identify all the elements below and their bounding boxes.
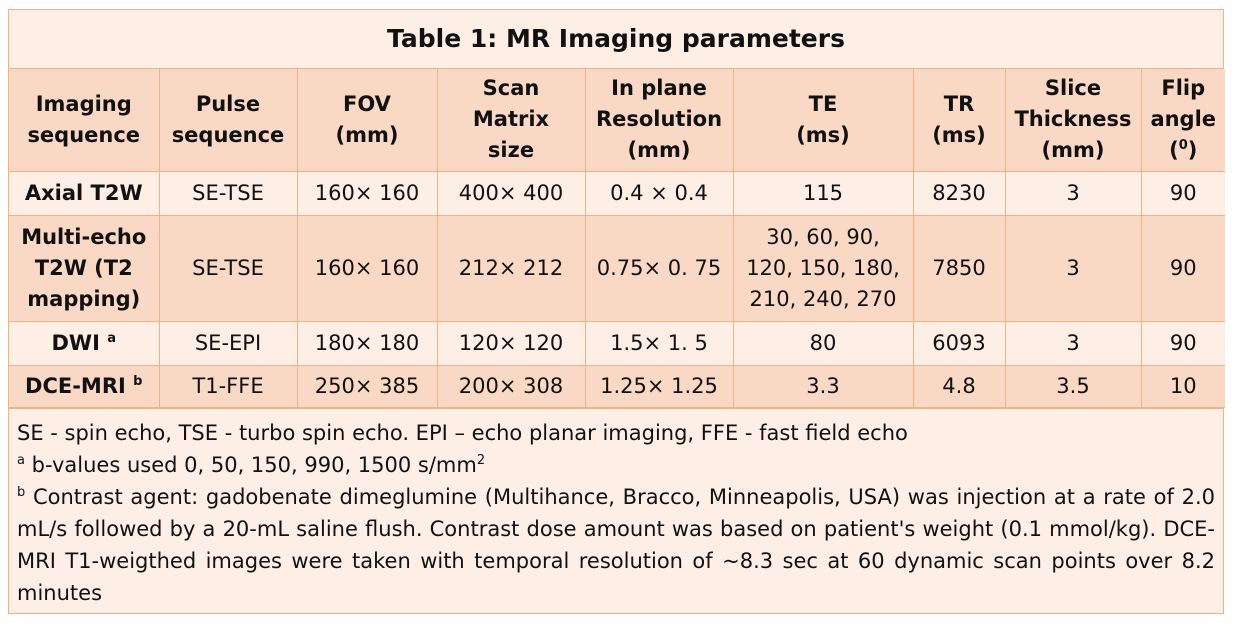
table-row: Multi-echo T2W (T2 mapping) SE-TSE 160× 16…: [9, 214, 1225, 322]
cell-matrix: 200× 308: [436, 364, 586, 408]
cell-tr: 8230: [912, 170, 1006, 216]
col-header-imaging-sequence: Imaging sequence: [9, 69, 160, 172]
cell-te: 30, 60, 90, 120, 150, 180, 210, 240, 270: [732, 214, 914, 322]
col-header-te: TE (ms): [732, 69, 914, 172]
cell-res: 1.5× 1. 5: [584, 320, 734, 366]
cell-pulse: T1-FFE: [158, 364, 298, 408]
row-seq: DCE-MRI b: [9, 364, 160, 408]
footnote-b: b Contrast agent: gadobenate dimeglumine…: [17, 484, 1215, 605]
table-row: DWI a SE-EPI 180× 180 120× 120 1.5× 1. 5…: [9, 320, 1225, 366]
cell-fov: 250× 385: [296, 364, 438, 408]
cell-fov: 160× 160: [296, 170, 438, 216]
col-header-resolution: In plane Resolution (mm): [584, 69, 734, 172]
cell-slice: 3: [1004, 320, 1142, 366]
cell-res: 1.25× 1.25: [584, 364, 734, 408]
table-row: DCE-MRI b T1-FFE 250× 385 200× 308 1.25×…: [9, 364, 1225, 408]
cell-matrix: 120× 120: [436, 320, 586, 366]
cell-matrix: 400× 400: [436, 170, 586, 216]
cell-pulse: SE-EPI: [158, 320, 298, 366]
cell-flip: 90: [1140, 320, 1225, 366]
cell-flip: 90: [1140, 214, 1225, 322]
parameters-table: Imaging sequence Pulse sequence FOV (mm) Sc…: [9, 69, 1225, 408]
footnote-a: a b-values used 0, 50, 150, 990, 1500 s/…: [17, 452, 486, 477]
col-header-tr: TR (ms): [912, 69, 1006, 172]
cell-te: 3.3: [732, 364, 914, 408]
cell-tr: 4.8: [912, 364, 1006, 408]
footnote-mark: a: [107, 330, 116, 346]
row-seq: Multi-echo T2W (T2 mapping): [9, 214, 160, 322]
col-header-pulse-sequence: Pulse sequence: [158, 69, 298, 172]
table-footnotes: SE - spin echo, TSE - turbo spin echo. E…: [9, 407, 1223, 609]
col-header-slice-thickness: Slice Thickness (mm): [1004, 69, 1142, 172]
table-row: Axial T2W SE-TSE 160× 160 400× 400 0.4 ×…: [9, 170, 1225, 216]
cell-flip: 90: [1140, 170, 1225, 216]
abbreviations-note: SE - spin echo, TSE - turbo spin echo. E…: [17, 420, 908, 445]
cell-slice: 3.5: [1004, 364, 1142, 408]
cell-pulse: SE-TSE: [158, 214, 298, 322]
cell-tr: 7850: [912, 214, 1006, 322]
cell-tr: 6093: [912, 320, 1006, 366]
col-header-fov: FOV (mm): [296, 69, 438, 172]
footnote-mark: b: [133, 373, 143, 389]
row-seq: Axial T2W: [9, 170, 160, 216]
cell-res: 0.4 × 0.4: [584, 170, 734, 216]
table-title: Table 1: MR Imaging parameters: [9, 10, 1223, 69]
cell-slice: 3: [1004, 170, 1142, 216]
cell-fov: 160× 160: [296, 214, 438, 322]
cell-slice: 3: [1004, 214, 1142, 322]
row-seq: DWI a: [9, 320, 160, 366]
col-header-scan-matrix: Scan Matrix size: [436, 69, 586, 172]
cell-matrix: 212× 212: [436, 214, 586, 322]
degree-sup: 0: [1178, 138, 1188, 154]
table-container: Table 1: MR Imaging parameters Imaging se…: [8, 9, 1225, 614]
cell-pulse: SE-TSE: [158, 170, 298, 216]
col-header-flip-angle: Flip angle (0): [1140, 69, 1225, 172]
cell-te: 80: [732, 320, 914, 366]
cell-fov: 180× 180: [296, 320, 438, 366]
cell-flip: 10: [1140, 364, 1225, 408]
cell-res: 0.75× 0. 75: [584, 214, 734, 322]
cell-te: 115: [732, 170, 914, 216]
header-row: Imaging sequence Pulse sequence FOV (mm) Sc…: [9, 69, 1225, 172]
